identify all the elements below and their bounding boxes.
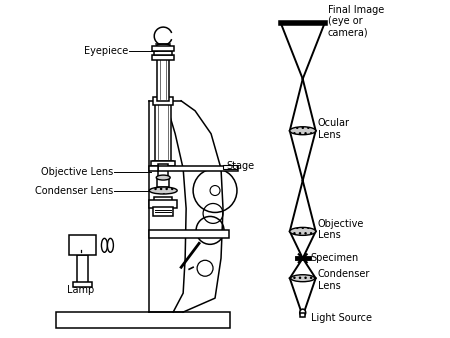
Bar xyxy=(154,51,172,55)
Bar xyxy=(153,97,173,105)
Ellipse shape xyxy=(156,175,170,180)
Bar xyxy=(223,165,237,169)
Bar xyxy=(68,235,96,255)
Text: Ocular
Lens: Ocular Lens xyxy=(318,118,350,140)
Bar xyxy=(154,196,172,204)
Ellipse shape xyxy=(300,309,306,316)
Text: Light Source: Light Source xyxy=(310,313,372,323)
Bar xyxy=(300,313,305,317)
Text: Eyepiece: Eyepiece xyxy=(84,46,128,56)
Text: Objective
Lens: Objective Lens xyxy=(318,219,364,240)
Text: Condenser Lens: Condenser Lens xyxy=(35,186,113,195)
Bar xyxy=(152,46,174,51)
Bar xyxy=(72,282,92,287)
Ellipse shape xyxy=(291,275,315,282)
Text: Condenser
Lens: Condenser Lens xyxy=(318,269,370,291)
Ellipse shape xyxy=(290,127,316,135)
Ellipse shape xyxy=(101,238,108,252)
Ellipse shape xyxy=(108,238,113,252)
Text: Objective Lens: Objective Lens xyxy=(41,167,113,176)
Bar xyxy=(56,312,230,328)
Bar xyxy=(153,208,173,216)
Text: Stage: Stage xyxy=(226,161,254,171)
Bar xyxy=(76,255,89,285)
Bar xyxy=(149,231,229,238)
Text: Lamp: Lamp xyxy=(67,285,94,295)
Bar xyxy=(158,166,238,171)
Ellipse shape xyxy=(149,187,177,194)
Ellipse shape xyxy=(290,227,316,235)
Bar xyxy=(149,166,158,171)
Ellipse shape xyxy=(156,44,170,48)
Bar xyxy=(155,101,171,164)
Text: Final Image
(eye or
camera): Final Image (eye or camera) xyxy=(328,4,384,38)
Bar xyxy=(149,200,177,209)
Text: Specimen: Specimen xyxy=(310,253,359,263)
Bar xyxy=(157,54,169,101)
Bar xyxy=(157,178,169,187)
Bar xyxy=(151,161,175,166)
Bar xyxy=(153,161,173,167)
Bar xyxy=(158,164,168,177)
Bar xyxy=(152,55,174,60)
